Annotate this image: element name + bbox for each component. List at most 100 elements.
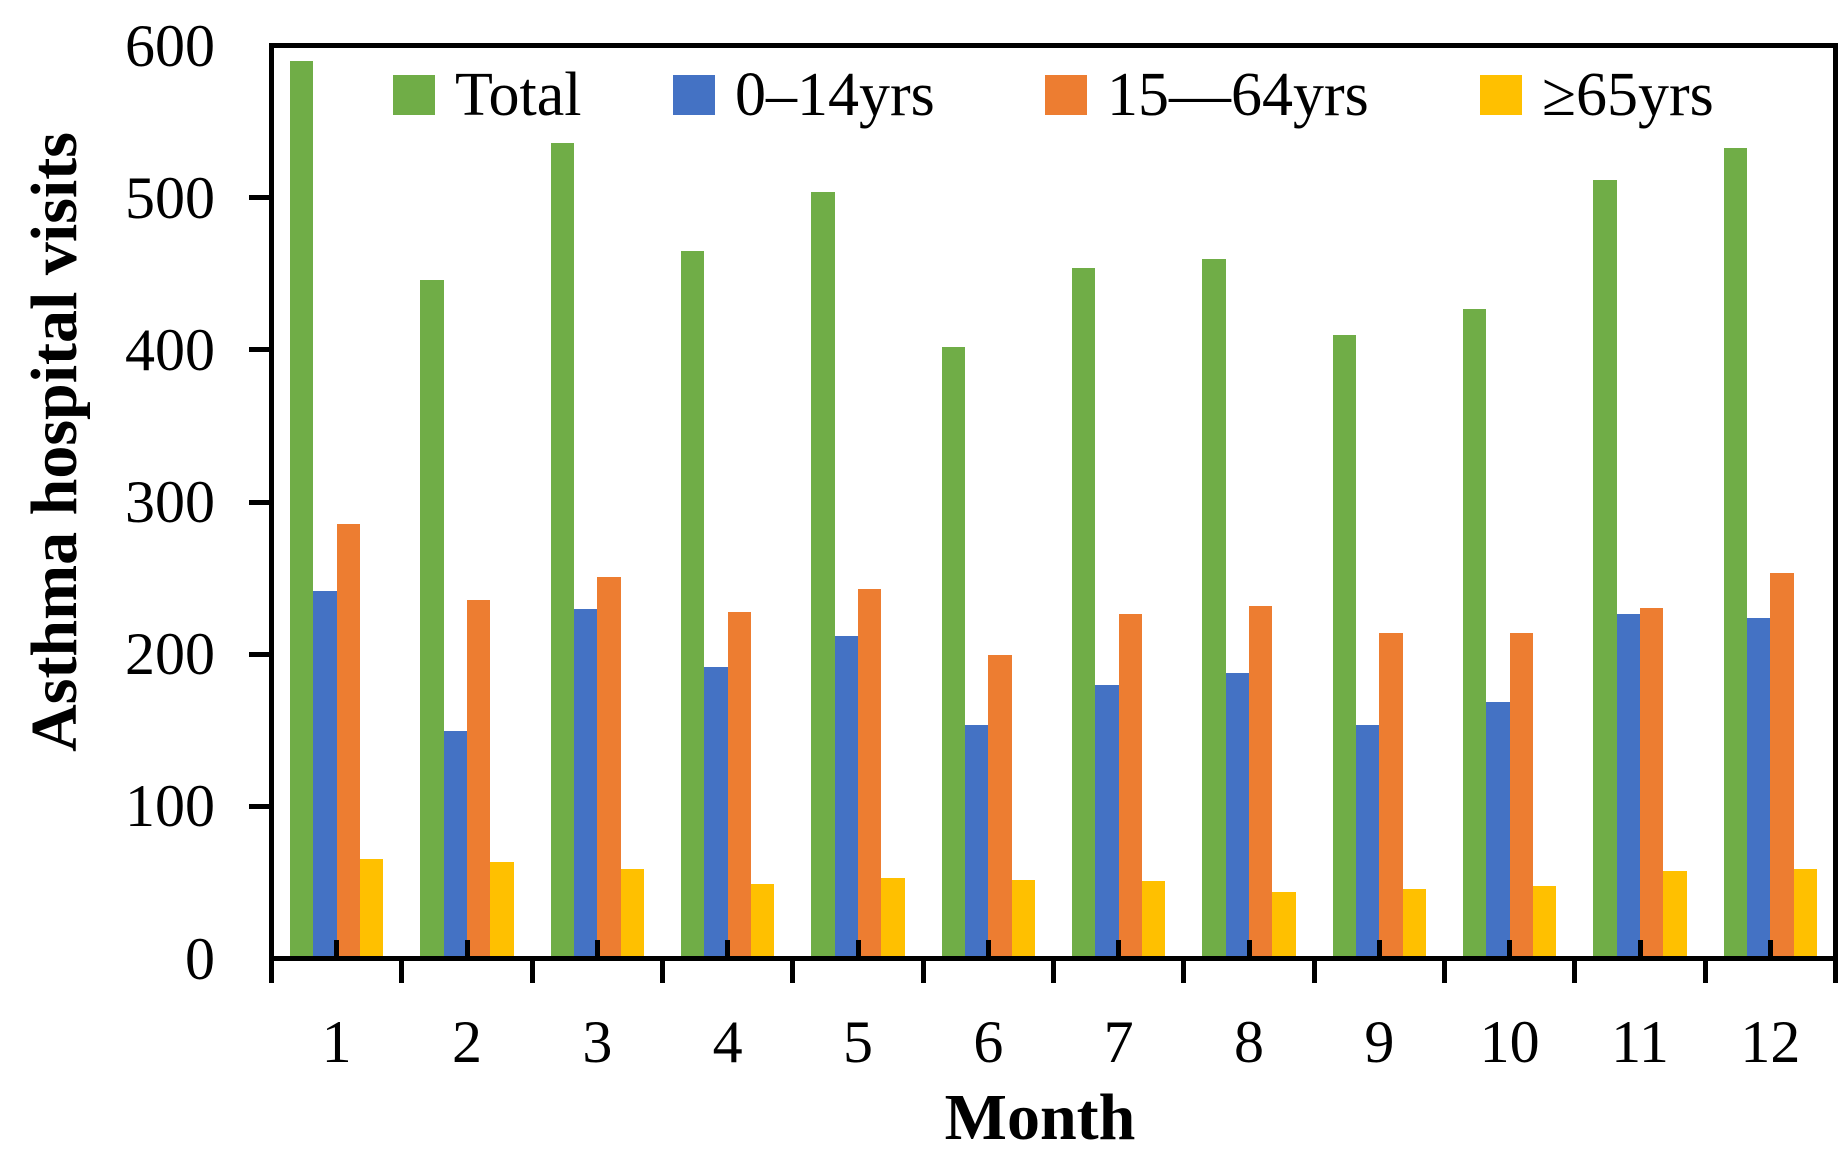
bar-Total-month-5: [811, 192, 835, 956]
bar-15—64yrs-month-9: [1379, 633, 1403, 956]
x-boundary-tick-10: [1572, 961, 1578, 983]
bar-≥65yrs-month-7: [1142, 881, 1166, 956]
x-tick-label-2: 2: [452, 1009, 482, 1075]
legend-item-Total: Total: [393, 64, 582, 126]
x-tick-label-1: 1: [321, 1009, 352, 1075]
y-tick-label-500: 500: [125, 164, 215, 231]
x-center-tick-12: [1767, 940, 1773, 956]
bar-≥65yrs-month-1: [360, 858, 384, 956]
legend-swatch-Total: [393, 75, 435, 115]
x-axis-title: Month: [944, 1081, 1136, 1154]
bar-0–14yrs-month-8: [1225, 672, 1250, 956]
x-boundary-tick-6: [1051, 961, 1056, 983]
x-tick-label-6: 6: [973, 1009, 1004, 1075]
legend-item-15—64yrs: 15—64yrs: [1045, 64, 1369, 126]
legend-label-≥65yrs: ≥65yrs: [1542, 61, 1714, 129]
bar-15—64yrs-month-12: [1770, 572, 1794, 956]
bar-0–14yrs-month-9: [1355, 724, 1380, 956]
bar-15—64yrs-month-1: [336, 523, 361, 956]
bar-Total-month-7: [1071, 268, 1096, 956]
bar-0–14yrs-month-4: [704, 666, 728, 956]
bar-≥65yrs-month-5: [881, 878, 905, 956]
legend-label-0–14yrs: 0–14yrs: [735, 61, 935, 129]
bar-≥65yrs-month-9: [1402, 889, 1427, 956]
bar-≥65yrs-month-6: [1011, 879, 1036, 956]
x-center-tick-8: [1246, 940, 1252, 956]
x-boundary-tick-12: [1833, 961, 1838, 983]
bar-15—64yrs-month-6: [988, 654, 1012, 956]
bar-Total-month-8: [1202, 259, 1226, 956]
x-center-tick-11: [1637, 940, 1643, 956]
x-tick-label-10: 10: [1479, 1009, 1540, 1075]
x-center-tick-5: [855, 940, 861, 956]
y-tick-300: [249, 499, 269, 505]
y-tick-label-0: 0: [185, 925, 215, 992]
bar-0–14yrs-month-6: [964, 724, 989, 956]
x-boundary-tick-5: [920, 961, 926, 983]
bar-0–14yrs-month-10: [1486, 701, 1510, 956]
x-tick-label-11: 11: [1611, 1009, 1669, 1075]
bar-15—64yrs-month-11: [1640, 607, 1664, 956]
x-boundary-tick-2: [529, 961, 535, 983]
y-tick-label-100: 100: [125, 773, 215, 840]
bar-0–14yrs-month-2: [443, 730, 468, 956]
y-tick-100: [249, 803, 269, 809]
bar-0–14yrs-month-12: [1746, 618, 1771, 956]
y-tick-label-200: 200: [125, 621, 215, 688]
legend-swatch-15—64yrs: [1045, 75, 1087, 115]
x-boundary-tick-7: [1181, 961, 1187, 983]
x-center-tick-1: [334, 940, 340, 956]
x-boundary-tick-1: [399, 961, 405, 983]
y-tick-label-400: 400: [125, 316, 215, 383]
bar-≥65yrs-month-2: [490, 861, 514, 956]
x-center-tick-9: [1376, 940, 1382, 956]
x-center-tick-6: [985, 940, 991, 956]
bar-≥65yrs-month-10: [1533, 886, 1557, 956]
bar-Total-month-2: [420, 280, 444, 956]
bar-≥65yrs-month-3: [620, 869, 645, 956]
x-boundary-tick-9: [1442, 961, 1447, 983]
legend-item-≥65yrs: ≥65yrs: [1480, 64, 1714, 126]
bar-Total-month-4: [680, 251, 705, 956]
bar-≥65yrs-month-12: [1793, 869, 1818, 956]
legend-swatch-0–14yrs: [673, 75, 715, 115]
bar-15—64yrs-month-3: [597, 577, 621, 956]
x-boundary-tick-11: [1702, 961, 1708, 983]
x-boundary-tick-8: [1311, 961, 1317, 983]
x-tick-label-12: 12: [1740, 1009, 1801, 1075]
x-tick-label-7: 7: [1103, 1009, 1134, 1075]
bar-Total-month-6: [941, 347, 965, 956]
bar-15—64yrs-month-8: [1249, 606, 1273, 956]
x-tick-label-8: 8: [1234, 1009, 1264, 1075]
y-tick-400: [249, 347, 269, 353]
bar-15—64yrs-month-4: [727, 612, 752, 956]
bar-0–14yrs-month-1: [313, 590, 337, 956]
bar-Total-month-11: [1593, 179, 1617, 956]
bar-Total-month-9: [1332, 335, 1356, 956]
y-tick-500: [249, 195, 269, 201]
legend-swatch-≥65yrs: [1480, 75, 1522, 115]
x-boundary-tick-4: [790, 961, 796, 983]
bar-≥65yrs-month-4: [751, 884, 775, 956]
x-center-tick-7: [1116, 940, 1122, 956]
bar-Total-month-1: [289, 61, 314, 956]
x-center-tick-10: [1507, 940, 1513, 956]
x-center-tick-4: [725, 940, 731, 956]
bar-0–14yrs-month-5: [834, 636, 859, 956]
y-tick-label-600: 600: [125, 12, 215, 79]
legend-label-15—64yrs: 15—64yrs: [1107, 61, 1369, 129]
y-tick-200: [249, 651, 269, 657]
bar-Total-month-12: [1723, 148, 1747, 956]
bar-0–14yrs-month-3: [573, 609, 598, 956]
bar-Total-month-10: [1462, 309, 1487, 956]
bar-15—64yrs-month-5: [858, 589, 882, 956]
x-tick-label-9: 9: [1364, 1009, 1395, 1075]
bar-≥65yrs-month-11: [1663, 870, 1687, 956]
x-tick-label-3: 3: [582, 1009, 613, 1075]
bar-15—64yrs-month-7: [1118, 613, 1143, 956]
bar-Total-month-3: [550, 143, 574, 956]
x-tick-label-5: 5: [843, 1009, 873, 1075]
x-tick-label-4: 4: [712, 1009, 743, 1075]
x-center-tick-2: [464, 940, 470, 956]
